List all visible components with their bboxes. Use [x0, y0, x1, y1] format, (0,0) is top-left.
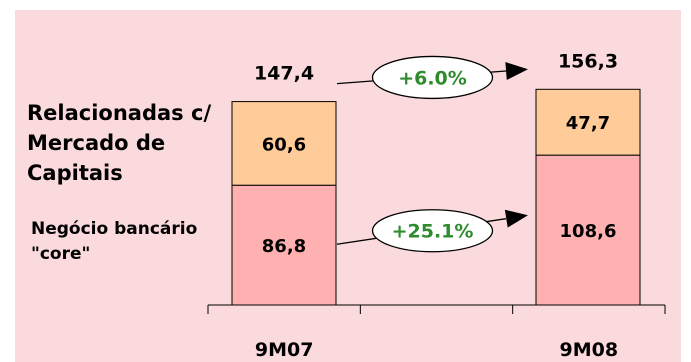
x-tick-label-9m08: 9M08 — [560, 339, 619, 361]
bar-9m08-series-0 — [535, 154, 641, 306]
bar-9m08-series-1 — [535, 88, 641, 156]
growth-label-0: +6.0% — [398, 67, 467, 89]
growth-label-1: +25.1% — [392, 221, 474, 243]
legend-bottom-line2: "core" — [31, 244, 91, 264]
legend-top-line2: Mercado de — [27, 131, 166, 155]
value-label-9m08-series-0: 108,6 — [560, 221, 617, 242]
total-label-9m08: 156,3 — [558, 50, 618, 72]
legend-top-line3: Capitais — [27, 161, 123, 185]
total-label-9m07: 147,4 — [254, 63, 314, 85]
growth-arrow-head-1 — [504, 209, 528, 228]
x-tick-label-9m07: 9M07 — [255, 339, 314, 361]
growth-badge-0 — [371, 55, 494, 100]
value-label-9m07-series-0: 86,8 — [262, 236, 306, 257]
value-label-9m07-series-1: 60,6 — [262, 134, 306, 155]
growth-arrow-head-0 — [505, 62, 528, 80]
growth-badge-1 — [371, 209, 494, 253]
bar-9m07-series-1 — [231, 101, 337, 186]
value-label-9m08-series-1: 47,7 — [566, 113, 610, 134]
legend-top-line1: Relacionadas c/ — [27, 101, 212, 125]
bar-9m07-series-0 — [231, 184, 337, 306]
legend-bottom-line1: Negócio bancário — [31, 219, 198, 239]
